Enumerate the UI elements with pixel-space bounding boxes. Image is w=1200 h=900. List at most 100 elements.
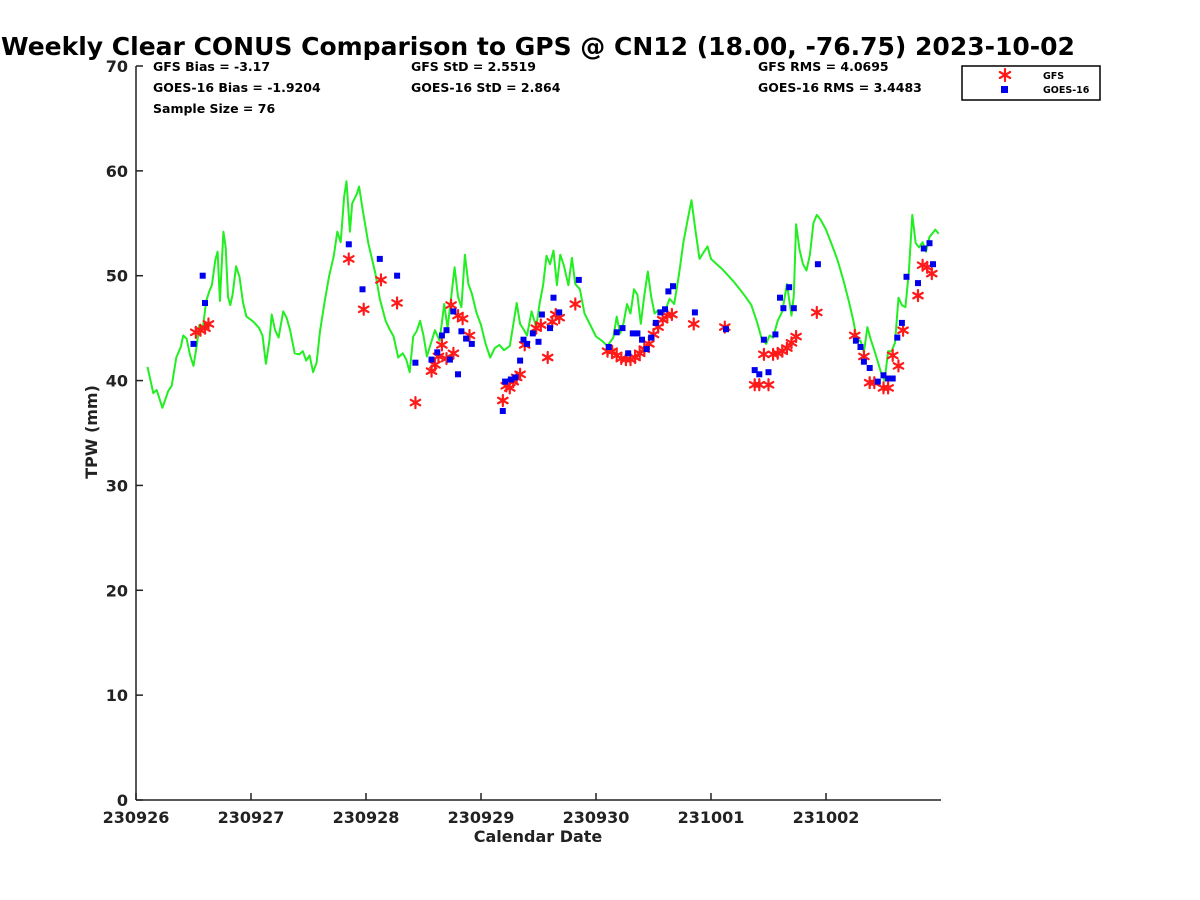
goes-point	[463, 335, 470, 342]
goes-std-stat: GOES-16 StD = 2.864	[411, 80, 561, 95]
legend-goes-marker	[1001, 86, 1008, 93]
goes-point	[643, 346, 650, 353]
goes-point	[790, 305, 797, 312]
goes-point	[550, 294, 557, 301]
goes-point	[772, 331, 779, 338]
gfs-point	[912, 289, 924, 303]
goes-point	[443, 327, 450, 334]
y-tick-label: 0	[117, 791, 128, 810]
goes-point	[468, 340, 475, 347]
goes-point	[428, 356, 435, 363]
gfs-point	[882, 381, 894, 395]
gfs-point	[762, 378, 775, 392]
goes-point	[575, 276, 582, 283]
gfs-point	[897, 323, 909, 337]
gfs-point	[342, 252, 355, 266]
y-tick-label: 60	[106, 162, 128, 181]
y-axis: 0 10 20 30 40 50 60 70	[106, 57, 143, 810]
goes-point	[665, 288, 672, 295]
goes-point	[345, 241, 352, 248]
goes-point	[756, 371, 763, 378]
legend-box	[961, 65, 1101, 101]
goes-point	[860, 358, 867, 365]
gfs-point	[409, 395, 422, 410]
gfs-point	[790, 329, 802, 344]
goes-point	[359, 286, 366, 293]
goes-point	[605, 344, 612, 350]
goes-point	[898, 319, 905, 326]
legend: GFS GOES-16	[961, 65, 1101, 101]
goes-point	[394, 272, 401, 279]
goes-point	[556, 309, 563, 316]
gfs-point	[629, 350, 641, 365]
gfs-point	[456, 312, 469, 326]
legend-gfs-label: GFS	[1043, 71, 1064, 82]
plot-area	[146, 180, 940, 414]
goes-point	[662, 306, 668, 313]
x-axis: 230926 230927 230928 230929 230930 231001 2310…	[103, 793, 941, 827]
gfs-rms-stat: GFS RMS = 4.0695	[758, 59, 889, 74]
x-tick-label: 230928	[333, 808, 400, 827]
goes-point	[691, 309, 698, 316]
goes-point	[502, 378, 509, 385]
goes-point	[199, 272, 206, 279]
goes-point	[517, 357, 524, 364]
gfs-point	[357, 302, 370, 316]
goes-point	[652, 319, 659, 326]
goes-point	[920, 245, 927, 252]
goes-point	[634, 330, 641, 337]
gfs-point	[656, 313, 669, 327]
gfs-point	[202, 317, 215, 331]
goes-point	[777, 294, 783, 301]
stats-block: GFS Bias = -3.17 GOES-16 Bias = -1.9204 …	[153, 59, 922, 116]
sample-size-stat: Sample Size = 76	[153, 101, 275, 116]
goes-point	[894, 334, 901, 341]
goes-point	[670, 283, 676, 290]
goes-point	[857, 344, 864, 350]
goes-point	[455, 371, 461, 378]
goes-point	[376, 255, 383, 262]
goes-point	[202, 300, 208, 306]
goes-point	[648, 334, 655, 341]
gfs-point	[534, 318, 547, 332]
goes-point	[512, 374, 519, 381]
goes-point	[458, 328, 465, 335]
goes-point	[529, 330, 536, 337]
goes-point	[874, 378, 881, 385]
gfs-point	[892, 359, 905, 373]
x-tick-label: 231001	[678, 808, 745, 827]
goes-point	[814, 261, 821, 268]
goes-point	[903, 273, 910, 280]
goes-point	[538, 311, 545, 318]
goes-point	[438, 332, 445, 339]
legend-goes-label: GOES-16	[1043, 85, 1090, 96]
goes-point	[926, 240, 933, 247]
goes-point	[930, 261, 936, 268]
goes-bias-stat: GOES-16 Bias = -1.9204	[153, 80, 321, 95]
y-tick-label: 30	[106, 476, 128, 495]
goes-point	[535, 338, 542, 345]
goes-point	[412, 359, 419, 366]
goes-point	[619, 325, 626, 332]
x-tick-label: 230926	[103, 808, 170, 827]
goes-point	[751, 367, 758, 374]
y-tick-label: 20	[106, 581, 128, 600]
goes-point	[915, 280, 921, 287]
y-axis-label: TPW (mm)	[82, 385, 101, 479]
goes-point	[629, 330, 636, 337]
goes-point	[446, 356, 453, 363]
gfs-point	[375, 273, 387, 287]
x-tick-label: 231002	[793, 808, 860, 827]
goes-point	[723, 326, 729, 333]
goes-point	[866, 365, 873, 371]
goes-point	[852, 337, 859, 344]
goes-point	[450, 308, 457, 315]
goes-point	[499, 408, 506, 414]
goes-rms-stat: GOES-16 RMS = 3.4483	[758, 80, 922, 95]
y-tick-label: 40	[106, 372, 128, 391]
gfs-point	[569, 297, 582, 311]
gfs-point	[753, 378, 766, 392]
gfs-point	[687, 317, 700, 331]
